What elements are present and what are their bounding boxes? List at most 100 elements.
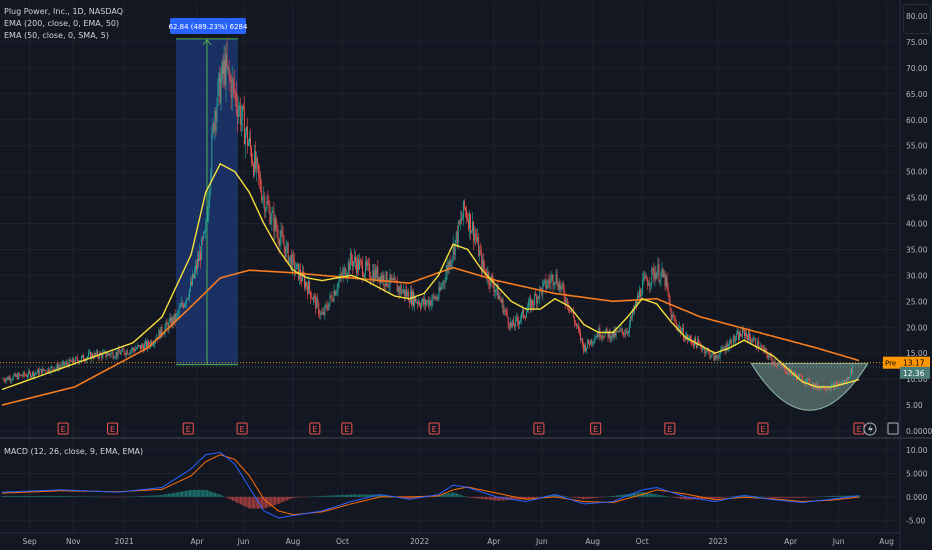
candle-body — [549, 281, 551, 284]
candle-body — [17, 373, 19, 380]
macd-histogram-bar — [192, 489, 194, 497]
candle-body — [806, 379, 808, 385]
macd-histogram-bar — [255, 496, 257, 509]
macd-histogram-bar — [829, 496, 831, 497]
macd-histogram-bar — [723, 496, 725, 498]
macd-histogram-bar — [844, 495, 846, 497]
candle-body — [565, 298, 567, 304]
candle-body — [302, 271, 303, 282]
candle-body — [100, 352, 102, 354]
macd-histogram-bar — [242, 496, 244, 506]
macd-histogram-bar — [9, 495, 11, 497]
candle-body — [457, 221, 459, 243]
candle-body — [402, 289, 404, 292]
candle-body — [472, 221, 473, 231]
macd-histogram-bar — [696, 496, 698, 500]
candle-body — [517, 321, 519, 325]
macd-histogram-bar — [323, 495, 325, 497]
macd-histogram-bar — [61, 495, 63, 497]
candle-body — [45, 370, 47, 372]
macd-histogram-bar — [611, 496, 613, 497]
candle-body — [782, 366, 784, 368]
candle-body — [842, 381, 844, 383]
candle-body — [342, 270, 344, 277]
candle-body — [277, 231, 279, 241]
earnings-flag-icon — [309, 422, 321, 435]
macd-histogram-bar — [220, 494, 222, 497]
macd-histogram-bar — [243, 496, 245, 507]
macd-histogram-bar — [491, 496, 493, 501]
candle-body — [42, 368, 44, 374]
candle-body — [8, 377, 10, 380]
candle-body — [170, 317, 172, 327]
ema200-legend[interactable]: EMA (200, close, 0, EMA, 50) — [4, 19, 120, 28]
candle-body — [827, 388, 829, 390]
candle-body — [59, 366, 61, 368]
candle-body — [540, 287, 542, 289]
ema50-legend[interactable]: EMA (50, close, 0, SMA, 5) — [4, 31, 109, 40]
candle-body — [519, 319, 521, 322]
candle-body — [6, 377, 8, 380]
candle-body — [659, 280, 661, 282]
candle-body — [343, 267, 345, 271]
candle-body — [270, 220, 272, 224]
candle-body — [820, 386, 822, 390]
macd-histogram-bar — [226, 496, 228, 498]
macd-histogram-bar — [44, 495, 46, 497]
symbol-legend[interactable]: Plug Power, Inc., 1D, NASDAQ — [4, 7, 123, 16]
candle-body — [510, 322, 512, 327]
candle-body — [473, 221, 475, 241]
candle-body — [485, 269, 487, 276]
candle-body — [234, 92, 236, 93]
macd-histogram-bar — [589, 496, 591, 499]
candle-body — [196, 265, 197, 270]
macd-histogram-bar — [162, 494, 164, 497]
candle-body — [715, 355, 717, 358]
macd-histogram-bar — [148, 495, 150, 497]
candle-body — [643, 276, 645, 281]
macd-histogram-bar — [575, 496, 577, 498]
candle-body — [581, 338, 582, 340]
candle-body — [729, 339, 731, 343]
chart-settings-button[interactable] — [903, 4, 931, 34]
candle-body — [130, 350, 132, 351]
candle-body — [70, 361, 72, 363]
candle-body — [696, 342, 698, 348]
candle-body — [262, 197, 264, 201]
candle-body — [667, 287, 669, 293]
macd-histogram-bar — [184, 490, 186, 497]
macd-histogram-bar — [251, 496, 253, 509]
candle-body — [656, 272, 658, 280]
macd-histogram-bar — [831, 495, 833, 497]
candle-body — [349, 253, 351, 270]
candle-body — [375, 268, 377, 278]
macd-histogram-bar — [59, 495, 61, 497]
candle-body — [671, 315, 673, 321]
candle-body — [258, 163, 260, 175]
macd-histogram-bar — [631, 493, 633, 497]
macd-histogram-bar — [203, 489, 205, 497]
candle-body — [454, 239, 456, 256]
candle-body — [218, 73, 220, 82]
candle-body — [148, 341, 150, 346]
candle-body — [497, 284, 499, 300]
candle-body — [60, 366, 62, 368]
candle-body — [562, 283, 564, 290]
macd-histogram-bar — [65, 496, 67, 497]
candle-body — [193, 274, 194, 278]
candle-body — [57, 364, 59, 370]
candle-body — [315, 296, 317, 309]
candle-body — [273, 211, 275, 232]
macd-histogram-bar — [13, 495, 15, 497]
candle-body — [390, 274, 392, 280]
macd-histogram-bar — [165, 494, 167, 497]
macd-histogram-bar — [528, 496, 529, 499]
candle-body — [723, 348, 725, 350]
candle-body — [417, 301, 418, 304]
macd-histogram-bar — [543, 496, 545, 497]
macd-histogram-bar — [236, 496, 237, 503]
candle-body — [528, 301, 530, 309]
macd-legend[interactable]: MACD (12, 26, close, 9, EMA, EMA) — [4, 447, 144, 456]
candle-body — [772, 361, 774, 365]
